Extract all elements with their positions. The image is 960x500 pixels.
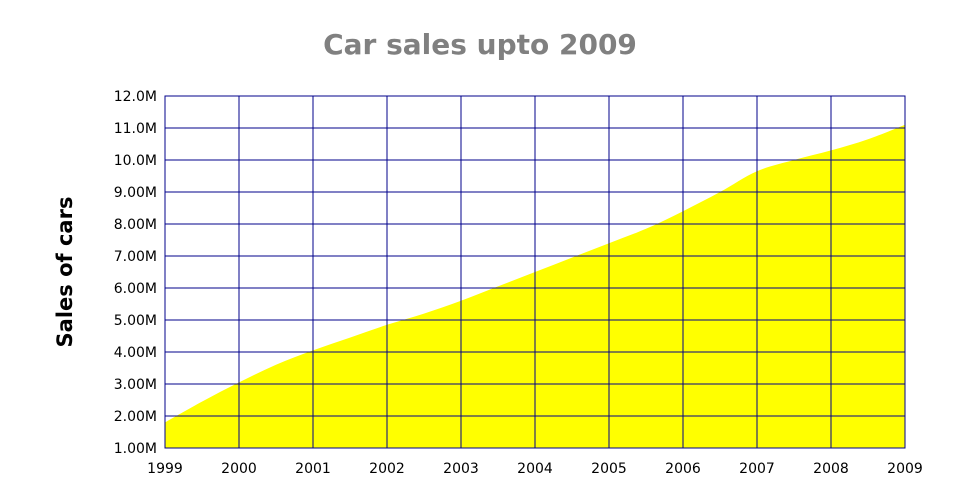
y-tick-label: 8.00M <box>114 217 157 233</box>
x-tick-label: 1999 <box>147 461 183 477</box>
x-tick-label: 2008 <box>813 461 849 477</box>
x-tick-label: 2004 <box>517 461 553 477</box>
y-tick-label: 7.00M <box>114 249 157 265</box>
x-tick-label: 2000 <box>221 461 257 477</box>
chart-title: Car sales upto 2009 <box>323 28 637 61</box>
y-tick-label: 2.00M <box>114 409 157 425</box>
y-tick-label: 6.00M <box>114 281 157 297</box>
y-tick-labels: 1.00M 2.00M 3.00M 4.00M 5.00M 6.00M 7.00M 8.00M… <box>114 89 157 457</box>
y-tick-label: 1.00M <box>114 441 157 457</box>
y-tick-label: 10.0M <box>114 153 157 169</box>
x-tick-label: 2009 <box>887 461 923 477</box>
y-tick-label: 4.00M <box>114 345 157 361</box>
plot-frame <box>164 95 906 449</box>
y-tick-label: 12.0M <box>114 89 157 105</box>
y-tick-label: 9.00M <box>114 185 157 201</box>
x-tick-labels: 1999 2000 2001 2002 2003 2004 2005 2006 2007 2008… <box>147 461 923 477</box>
x-tick-label: 2002 <box>369 461 405 477</box>
x-tick-label: 2006 <box>665 461 701 477</box>
y-tick-label: 3.00M <box>114 377 157 393</box>
x-tick-label: 2003 <box>443 461 479 477</box>
y-axis-label: Sales of cars <box>53 197 77 348</box>
x-tick-label: 2007 <box>739 461 775 477</box>
x-tick-label: 2001 <box>295 461 331 477</box>
y-tick-label: 5.00M <box>114 313 157 329</box>
y-tick-label: 11.0M <box>114 121 157 137</box>
x-tick-label: 2005 <box>591 461 627 477</box>
